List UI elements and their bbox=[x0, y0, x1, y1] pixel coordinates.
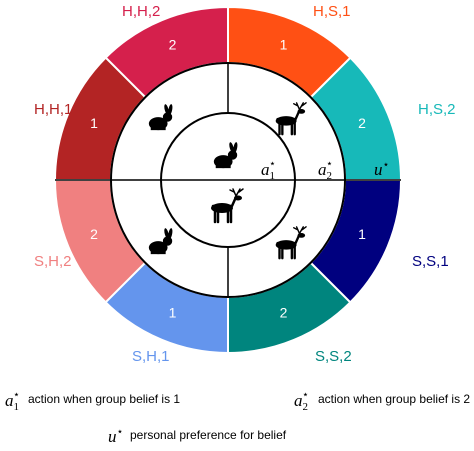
segment-number: 2 bbox=[169, 37, 177, 53]
superscript: ⋆ bbox=[326, 158, 333, 170]
superscript: ⋆ bbox=[269, 158, 276, 170]
legend-text: personal preference for belief bbox=[130, 428, 287, 442]
segment-number: 2 bbox=[90, 226, 98, 242]
math-symbol: a1⋆ bbox=[261, 158, 276, 182]
segment-number: 1 bbox=[358, 226, 366, 242]
segment-label: S,H,2 bbox=[34, 253, 72, 270]
labels: 2 H,S,2 1 H,S,1 2 H,H,2 1 H,H,1 2 S,H,2 1 S,H,1 2 S,S… bbox=[5, 3, 470, 446]
superscript: ⋆ bbox=[302, 389, 309, 401]
symbol: u bbox=[374, 160, 383, 179]
subscript: 2 bbox=[327, 170, 333, 182]
legend-text: action when group belief is 2 bbox=[318, 392, 470, 406]
segment-label: S,S,1 bbox=[412, 253, 449, 270]
math-symbol: a2⋆ bbox=[318, 158, 333, 182]
segment-number: 2 bbox=[358, 115, 366, 131]
superscript: ⋆ bbox=[383, 159, 390, 171]
legend-text: action when group belief is 1 bbox=[28, 392, 180, 406]
segment-label: H,H,2 bbox=[122, 3, 160, 20]
symbol: a bbox=[261, 160, 270, 179]
superscript: ⋆ bbox=[13, 389, 20, 401]
segment-label: S,S,2 bbox=[315, 348, 352, 365]
math-symbol: a1⋆ bbox=[5, 389, 20, 413]
math-symbol: u⋆ bbox=[108, 426, 123, 446]
symbol: u bbox=[108, 427, 117, 446]
symbol: a bbox=[318, 160, 327, 179]
superscript: ⋆ bbox=[117, 426, 124, 438]
symbol: a bbox=[294, 391, 303, 410]
outer-ring bbox=[53, 5, 403, 355]
subscript: 1 bbox=[270, 170, 276, 182]
segment-label: H,S,1 bbox=[313, 3, 351, 20]
segment-label: H,H,1 bbox=[34, 101, 72, 118]
math-symbol: u⋆ bbox=[374, 159, 389, 179]
segment-label: S,H,1 bbox=[132, 348, 170, 365]
math-symbol: a2⋆ bbox=[294, 389, 309, 413]
subscript: 1 bbox=[14, 401, 20, 413]
segment-label: H,S,2 bbox=[418, 101, 456, 118]
segment-number: 1 bbox=[280, 37, 288, 53]
subscript: 2 bbox=[303, 401, 309, 413]
segment-number: 1 bbox=[90, 115, 98, 131]
symbol: a bbox=[5, 391, 14, 410]
segment-number: 1 bbox=[169, 305, 177, 321]
segment-number: 2 bbox=[280, 305, 288, 321]
